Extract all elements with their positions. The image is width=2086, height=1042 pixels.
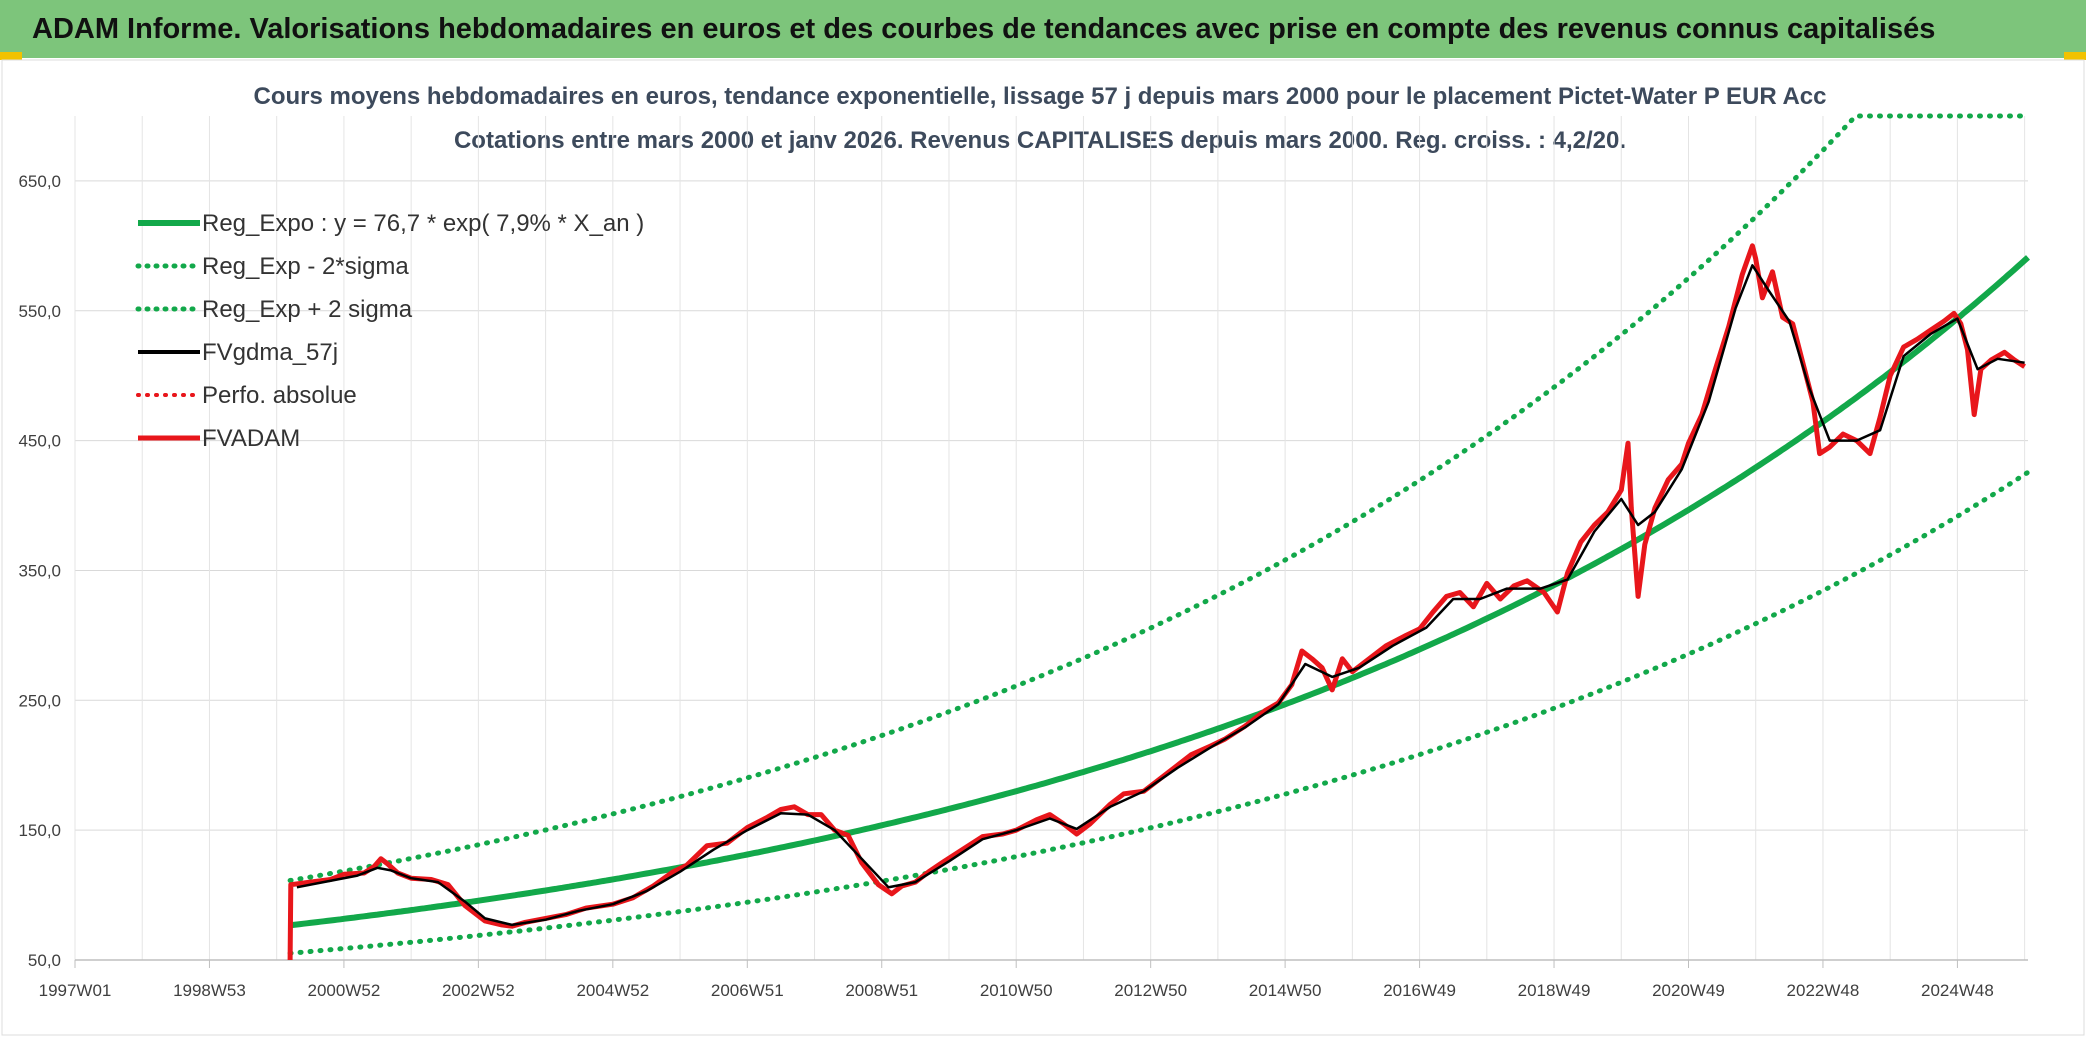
x-tick-label: 1998W53 <box>173 981 246 1000</box>
y-tick-label: 350,0 <box>18 561 61 580</box>
chart-subtitle: Cotations entre mars 2000 et janv 2026. … <box>454 127 1626 154</box>
y-axis-ticks: 50,0 150,0 250,0 350,0 450,0 550,0 650,0 <box>18 172 61 970</box>
y-tick-label: 550,0 <box>18 302 61 321</box>
chart-area: Cours moyens hebdomadaires en euros, ten… <box>0 58 2086 1037</box>
report-title: ADAM Informe. Valorisations hebdomadaire… <box>32 13 1936 45</box>
trend-chart: Cours moyens hebdomadaires en euros, ten… <box>1 59 2085 1036</box>
x-axis-ticks: 1997W01 1998W53 2000W52 2002W52 2004W52 2006W… <box>39 960 1994 1000</box>
x-tick-label: 2022W48 <box>1787 981 1860 1000</box>
legend-label: Reg_Exp + 2 sigma <box>202 296 413 323</box>
x-tick-label: 2006W51 <box>711 981 784 1000</box>
y-tick-label: 50,0 <box>28 951 61 970</box>
x-tick-label: 2018W49 <box>1518 981 1591 1000</box>
x-tick-label: 2004W52 <box>576 981 649 1000</box>
x-tick-label: 2012W50 <box>1114 981 1187 1000</box>
series-layer <box>287 113 2031 961</box>
banner-corner-left <box>0 52 22 60</box>
x-tick-label: 2008W51 <box>845 981 918 1000</box>
legend-label: Reg_Exp - 2*sigma <box>202 253 409 280</box>
x-tick-label: 2000W52 <box>308 981 381 1000</box>
y-tick-label: 450,0 <box>18 432 61 451</box>
report-banner: ADAM Informe. Valorisations hebdomadaire… <box>0 0 2086 58</box>
x-tick-label: 2020W49 <box>1652 981 1725 1000</box>
legend-label: Reg_Expo : y = 76,7 * exp( 7,9% * X_an ) <box>202 210 644 237</box>
legend-label: Perfo. absolue <box>202 382 357 409</box>
chart-title: Cours moyens hebdomadaires en euros, ten… <box>254 83 1827 110</box>
gridlines <box>74 116 2028 961</box>
series-reg-exp-plus-2sigma <box>287 113 2031 883</box>
y-tick-label: 250,0 <box>18 691 61 710</box>
x-tick-label: 2002W52 <box>442 981 515 1000</box>
x-tick-label: 2010W50 <box>980 981 1053 1000</box>
legend-label: FVgdma_57j <box>202 339 338 366</box>
x-tick-label: 1997W01 <box>39 981 112 1000</box>
legend: Reg_Expo : y = 76,7 * exp( 7,9% * X_an )… <box>135 210 644 452</box>
series-reg-exp-minus-2sigma <box>287 469 2031 956</box>
y-tick-label: 150,0 <box>18 821 61 840</box>
series-fvgdma-57j <box>296 264 2025 927</box>
series-reg-expo <box>289 255 2030 929</box>
x-tick-label: 2014W50 <box>1249 981 1322 1000</box>
y-tick-label: 650,0 <box>18 172 61 191</box>
x-tick-label: 2024W48 <box>1921 981 1994 1000</box>
x-tick-label: 2016W49 <box>1383 981 1456 1000</box>
legend-label: FVADAM <box>202 425 300 452</box>
banner-corner-right <box>2064 52 2086 60</box>
